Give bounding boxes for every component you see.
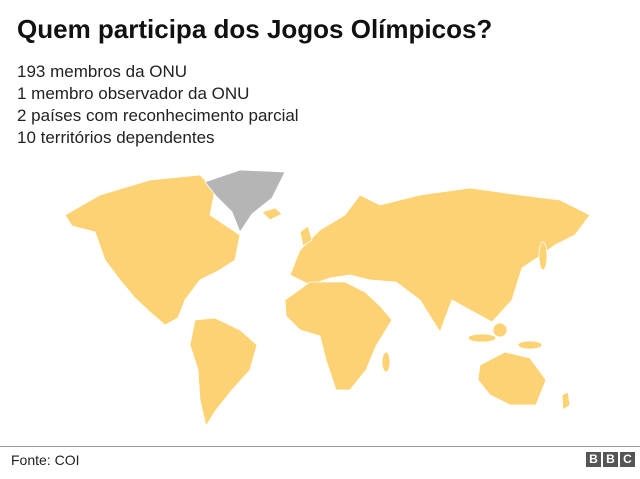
uk [299, 225, 313, 247]
iceland [261, 207, 283, 221]
borneo [492, 322, 508, 338]
japan [538, 241, 548, 271]
madagascar [381, 351, 391, 373]
logo-letter: C [620, 452, 635, 467]
new-zealand [561, 391, 571, 411]
new-guinea [517, 340, 543, 350]
logo: B B C [586, 452, 635, 467]
info-line: 193 membros da ONU [17, 62, 188, 81]
title: Quem participa dos Jogos Olímpicos? [17, 14, 493, 44]
world-map [64, 169, 591, 428]
info-line: 1 membro observador da ONU [17, 84, 250, 103]
info-line: 10 territórios dependentes [17, 128, 215, 147]
africa [284, 281, 393, 391]
logo-letter: B [603, 452, 618, 467]
south-america [189, 317, 258, 428]
greenland [204, 169, 286, 233]
north-america [64, 174, 241, 326]
australia [477, 351, 547, 406]
footer-rule [0, 446, 640, 447]
indonesia [467, 333, 497, 343]
info-line: 2 países com reconhecimento parcial [17, 106, 299, 125]
logo-letter: B [586, 452, 601, 467]
source: Fonte: COI [11, 452, 80, 468]
